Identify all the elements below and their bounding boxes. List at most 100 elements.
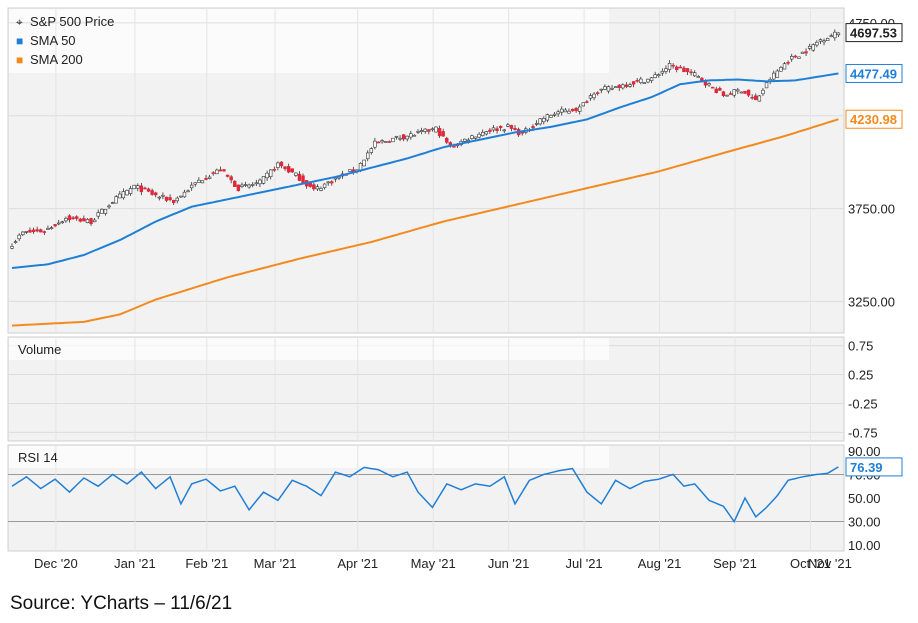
x-tick-label: Dec '20 (34, 556, 78, 571)
candle (556, 109, 560, 117)
candle (581, 102, 585, 107)
candle-body (225, 174, 230, 177)
candle-body (732, 89, 736, 96)
candle-body (391, 137, 395, 143)
candle (574, 107, 578, 113)
candle (534, 120, 539, 127)
candle (750, 94, 754, 100)
candle-body (380, 140, 384, 143)
candle (423, 128, 427, 134)
candle (646, 78, 650, 84)
x-tick-label: May '21 (411, 556, 456, 571)
candle (398, 135, 402, 142)
candle-body (646, 78, 650, 83)
candle (107, 204, 111, 209)
candle-body (254, 182, 259, 185)
candle-body (710, 86, 715, 89)
candle-body (567, 110, 571, 114)
candle-body (265, 172, 269, 179)
candle-body (319, 188, 323, 191)
candle (671, 63, 675, 69)
candle (254, 179, 259, 187)
candle (789, 53, 794, 62)
candle-body (186, 190, 190, 193)
candle-body (639, 78, 643, 84)
candle (728, 91, 733, 95)
candle-body (348, 169, 352, 172)
candle-body (498, 125, 503, 128)
candle (283, 166, 287, 171)
candle-body (621, 84, 625, 89)
candle (319, 186, 323, 192)
candle (369, 147, 374, 155)
candle-body (578, 106, 582, 112)
rsi-y-tick: 50.00 (848, 491, 881, 506)
candle (197, 177, 201, 183)
candle-body (513, 127, 517, 130)
candle-body (322, 183, 327, 188)
candle (585, 100, 589, 104)
candle-body (189, 184, 194, 189)
candle (114, 194, 118, 204)
candle (154, 191, 158, 198)
legend: ⌖ S&P 500 Price ■ SMA 50 ■ SMA 200 (16, 14, 114, 67)
candle-body (229, 176, 233, 181)
volume-y-tick: 0.75 (848, 339, 873, 354)
candle (193, 182, 197, 187)
x-tick-label: Jul '21 (565, 556, 602, 571)
candle (445, 136, 449, 145)
candle (772, 70, 776, 81)
candle (631, 81, 636, 88)
candle-body (53, 224, 57, 227)
candle (430, 127, 435, 132)
candle-body (240, 184, 244, 188)
candle (261, 176, 266, 185)
candle-body (761, 89, 765, 95)
candle-body (67, 215, 72, 221)
candle (233, 180, 237, 187)
candle-body (92, 219, 97, 223)
candle-body (437, 128, 442, 137)
candle-body (10, 246, 14, 249)
last-value-sma200-box (845, 109, 903, 129)
candle (89, 217, 93, 226)
legend-marker: ■ (16, 34, 23, 48)
candle (639, 76, 643, 85)
candle (391, 137, 395, 143)
sma-lines (11, 72, 839, 327)
candle-body (132, 184, 136, 190)
candle (121, 188, 126, 200)
candle (628, 82, 632, 88)
candle (294, 172, 298, 177)
candle-body (286, 166, 291, 173)
candle (10, 243, 14, 250)
candle (171, 199, 176, 205)
candle (380, 139, 384, 144)
candle-body (154, 192, 158, 196)
candle-body (409, 133, 413, 138)
candle (405, 135, 409, 142)
candle (218, 166, 223, 172)
candle (225, 174, 230, 178)
candle-body (797, 56, 801, 59)
candle-body (423, 128, 427, 132)
candle (710, 86, 715, 89)
candle-body (585, 101, 589, 103)
candle-body (707, 83, 711, 86)
candle-body (297, 173, 302, 181)
candle (833, 29, 837, 41)
candle-body (236, 184, 241, 192)
candle (247, 183, 251, 189)
candle-body (599, 88, 603, 91)
candle (800, 51, 805, 54)
candle (718, 86, 722, 91)
candle-body (660, 70, 665, 74)
candle-body (39, 229, 43, 233)
candle-body (207, 176, 212, 179)
candle (236, 184, 241, 192)
candle-body (736, 89, 740, 92)
candle-body (782, 63, 787, 70)
candle-body (258, 179, 262, 185)
candle-body (60, 221, 65, 224)
candle-body (312, 184, 316, 190)
